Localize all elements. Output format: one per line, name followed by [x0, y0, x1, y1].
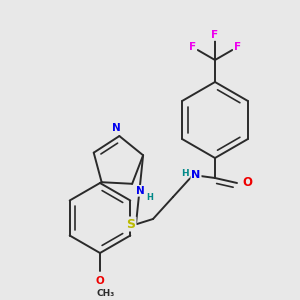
- Text: F: F: [234, 42, 241, 52]
- Text: F: F: [189, 42, 196, 52]
- Text: N: N: [136, 186, 145, 196]
- Text: H: H: [147, 193, 154, 202]
- Text: S: S: [127, 218, 136, 230]
- Text: N: N: [112, 123, 121, 133]
- Text: O: O: [242, 176, 252, 190]
- Text: CH₃: CH₃: [97, 289, 115, 298]
- Text: H: H: [181, 169, 189, 178]
- Text: N: N: [191, 170, 201, 180]
- Text: O: O: [96, 276, 104, 286]
- Text: F: F: [212, 30, 219, 40]
